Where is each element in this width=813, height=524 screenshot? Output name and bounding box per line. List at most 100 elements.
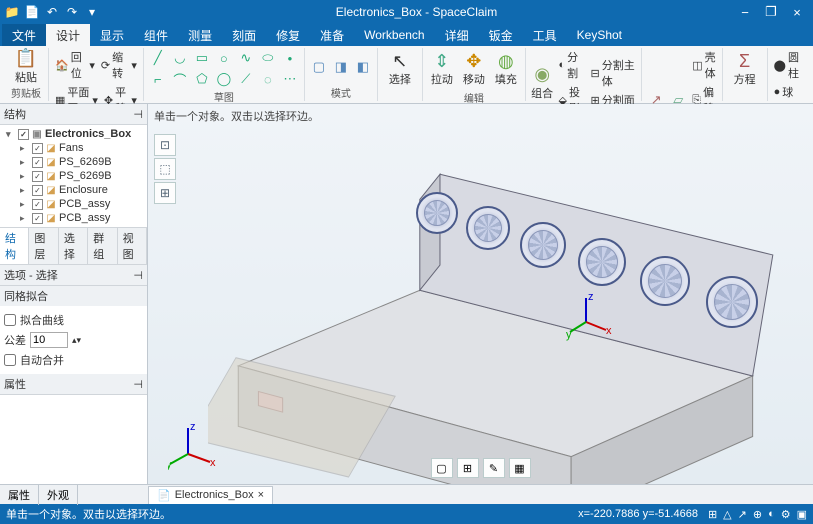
panel-tab-layers[interactable]: 图层	[29, 228, 58, 264]
model-triad[interactable]: z x y	[566, 292, 616, 342]
tab-workbench[interactable]: Workbench	[354, 24, 434, 46]
3d-mode-button[interactable]: ◧	[353, 57, 373, 77]
cylinder-button[interactable]: ⬤圆柱	[772, 48, 805, 82]
sketch-mode-button[interactable]: ▢	[309, 57, 329, 77]
tab-repair[interactable]: 修复	[266, 24, 310, 46]
fan-icon	[520, 222, 566, 268]
line-tool[interactable]: ╱	[148, 48, 168, 68]
status-icon[interactable]: ⚙	[781, 508, 791, 521]
sphere-button[interactable]: ●球	[772, 83, 805, 101]
panel-pin-icon[interactable]: ⊣	[133, 269, 143, 282]
circle-tool[interactable]: ○	[214, 48, 234, 68]
split-body-button[interactable]: ⊟分割主体	[589, 56, 638, 90]
ellipse-tool[interactable]: ⬭	[258, 48, 278, 68]
vbtool-1[interactable]: ▢	[431, 458, 453, 478]
vbtool-4[interactable]: ▦	[509, 458, 531, 478]
3pt-circle-tool[interactable]: ◯	[214, 69, 234, 89]
fan-icon	[466, 206, 510, 250]
new-icon[interactable]: 📄	[24, 4, 40, 20]
tree-item[interactable]: ▸✓◪Enclosure	[2, 183, 145, 197]
ribbon: 📋粘贴 剪贴板 🏠回位▾ ⟳缩转▾ ▦平面图▾ ✥平移▾ 定向 ╱ ◡ ▭ ○ …	[0, 46, 813, 104]
section-mode-button[interactable]: ◨	[331, 57, 351, 77]
panel-tab-views[interactable]: 视图	[118, 228, 147, 264]
fit-curve-checkbox[interactable]	[4, 314, 16, 326]
ribbon-group-edit: ⇕拉动 ✥移动 ◍填充 编辑	[423, 48, 526, 101]
tolerance-input[interactable]	[30, 332, 68, 348]
structure-tree[interactable]: ▾✓▣Electronics_Box ▸✓◪Fans ▸✓◪PS_6269B ▸…	[0, 125, 147, 227]
minimize-button[interactable]: −	[733, 3, 757, 21]
panel-pin-icon[interactable]: ⊣	[133, 108, 143, 121]
panel-pin-icon[interactable]: ⊣	[133, 378, 143, 391]
svg-text:y: y	[566, 329, 572, 341]
fan-icon	[640, 256, 690, 306]
tab-file[interactable]: 文件	[2, 24, 46, 46]
undo-icon[interactable]: ↶	[44, 4, 60, 20]
tangent-arc-tool[interactable]: ⌒	[170, 69, 190, 89]
tree-root[interactable]: ▾✓▣Electronics_Box	[2, 127, 145, 141]
qat-more-icon[interactable]: ▾	[84, 4, 100, 20]
tab-facet[interactable]: 刻面	[222, 24, 266, 46]
panel-tab-selection[interactable]: 选择	[59, 228, 88, 264]
close-button[interactable]: ×	[785, 3, 809, 21]
tree-item[interactable]: ▸✓◪PCB_assy	[2, 211, 145, 225]
rect-tool[interactable]: ▭	[192, 48, 212, 68]
home-view-button[interactable]: 🏠回位▾	[53, 48, 97, 82]
vtool-2[interactable]: ⬚	[154, 158, 176, 180]
tab-tools[interactable]: 工具	[523, 24, 567, 46]
tree-item[interactable]: ▸✓◪PS_6269B	[2, 169, 145, 183]
auto-merge-checkbox[interactable]	[4, 354, 16, 366]
status-icon[interactable]: △	[723, 508, 731, 521]
polyline-tool[interactable]: ⌐	[148, 69, 168, 89]
tab-display[interactable]: 显示	[90, 24, 134, 46]
tab-prepare[interactable]: 准备	[310, 24, 354, 46]
split-button[interactable]: ◐分割	[557, 48, 587, 82]
pull-button[interactable]: ⇕拉动	[427, 48, 457, 90]
construction-tool[interactable]: ◌	[258, 69, 278, 89]
vbtool-3[interactable]: ✎	[483, 458, 505, 478]
tree-item[interactable]: ▸✓◪PS_6269B	[2, 155, 145, 169]
vtool-3[interactable]: ⊞	[154, 182, 176, 204]
vtool-1[interactable]: ⊡	[154, 134, 176, 156]
status-icon[interactable]: ⊞	[708, 508, 717, 521]
ribbon-group-intersect: ◉组合 ◐分割 ⬙投影 ⊟分割主体 ⊞分割面 相交	[526, 48, 642, 101]
tab-assembly[interactable]: 组件	[134, 24, 178, 46]
point-tool[interactable]: •	[280, 48, 300, 68]
tree-item[interactable]: ▸✓◪Fans	[2, 141, 145, 155]
redo-icon[interactable]: ↷	[64, 4, 80, 20]
tab-sheetmetal[interactable]: 钣金	[479, 24, 523, 46]
curve-tool[interactable]: ⟋	[236, 69, 256, 89]
side-tab-appearance[interactable]: 外观	[39, 485, 78, 505]
spin-button[interactable]: ⟳缩转▾	[99, 48, 139, 82]
status-icon[interactable]: ◐	[768, 508, 775, 521]
side-tab-properties[interactable]: 属性	[0, 485, 39, 505]
document-tab[interactable]: 📄Electronics_Box×	[148, 486, 273, 504]
combine-button[interactable]: ◉组合	[530, 62, 555, 104]
shell-button[interactable]: ◫壳体	[690, 48, 717, 82]
arc-tool[interactable]: ◡	[170, 48, 190, 68]
tab-measure[interactable]: 测量	[178, 24, 222, 46]
status-icon[interactable]: ↗	[738, 508, 747, 521]
move-button[interactable]: ✥移动	[459, 48, 489, 90]
select-button[interactable]: ↖选择	[382, 48, 418, 90]
panel-tab-structure[interactable]: 结构	[0, 228, 29, 264]
paste-button[interactable]: 📋粘贴	[8, 48, 44, 85]
fill-button[interactable]: ◍填充	[491, 48, 521, 90]
tab-design[interactable]: 设计	[46, 24, 90, 46]
tab-detail[interactable]: 详细	[435, 24, 479, 46]
open-icon[interactable]: 📁	[4, 4, 20, 20]
status-icon[interactable]: ⊕	[753, 508, 762, 521]
vbtool-2[interactable]: ⊞	[457, 458, 479, 478]
tab-keyshot[interactable]: KeyShot	[567, 24, 632, 46]
options-panel-header: 选项 - 选择⊣	[0, 265, 147, 286]
tree-item[interactable]: ▸✓◪PCB_assy	[2, 197, 145, 211]
maximize-button[interactable]: ❐	[759, 3, 783, 21]
equation-button[interactable]: Σ方程	[727, 48, 763, 90]
spline-tool[interactable]: ∿	[236, 48, 256, 68]
3d-viewport[interactable]: 单击一个对象。双击以选择环边。 ⊡ ⬚ ⊞	[148, 104, 813, 484]
panel-tab-groups[interactable]: 群组	[88, 228, 117, 264]
ribbon-group-select: ↖选择	[378, 48, 423, 101]
polygon-tool[interactable]: ⬠	[192, 69, 212, 89]
status-icon[interactable]: ▣	[797, 508, 807, 521]
text-tool[interactable]: ⋯	[280, 69, 300, 89]
close-tab-icon[interactable]: ×	[258, 489, 264, 501]
